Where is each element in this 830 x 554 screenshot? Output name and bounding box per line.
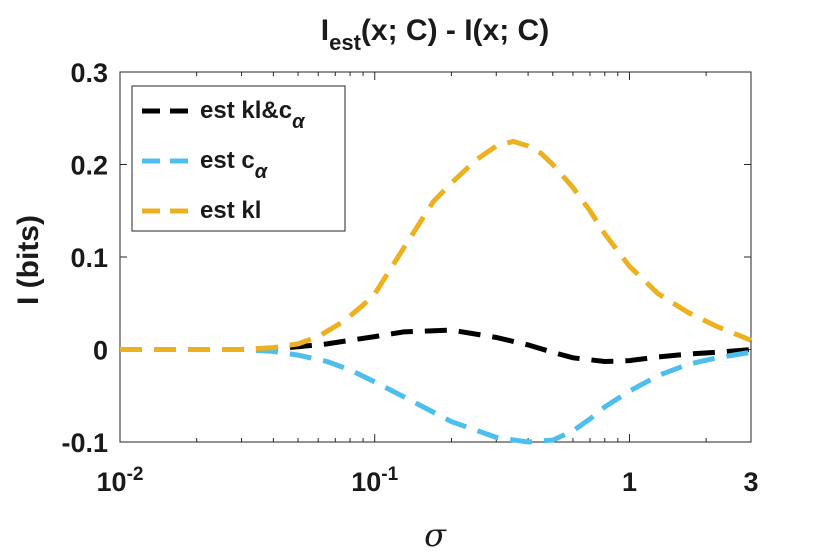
chart-title-main: I — [321, 14, 329, 47]
tick-labels: -0.100.10.20.310-2 10-1 1 3 — [61, 58, 758, 497]
y-axis-label: I (bits) — [12, 215, 45, 305]
axis-ticks — [119, 71, 752, 443]
x-tick-label: 1 — [622, 467, 637, 497]
legend-label-name: est kl&c — [200, 97, 292, 124]
x-tick-exponent: -1 — [381, 464, 398, 485]
x-tick-label: 3 — [743, 467, 758, 497]
x-tick-base: 3 — [743, 467, 758, 497]
x-tick-base: 10 — [351, 467, 381, 497]
x-minor-ticks — [196, 72, 752, 442]
chart-title-sub: est — [329, 30, 361, 55]
legend-label-name: est kl — [200, 197, 261, 224]
x-tick-exponent: -2 — [127, 464, 144, 485]
y-tick-label: 0.2 — [70, 151, 108, 181]
chart-title-rest: (x; C) - I(x; C) — [361, 14, 549, 47]
y-tick-label: 0.1 — [70, 243, 108, 273]
y-tick-label: -0.1 — [61, 428, 108, 458]
chart-title: Iest(x; C) - I(x; C) — [321, 14, 549, 55]
legend-label: est kl&cα — [200, 97, 306, 133]
x-tick-label: 10-2 — [97, 464, 144, 497]
y-tick-label: 0 — [93, 336, 108, 366]
x-tick-base: 10 — [97, 467, 127, 497]
data-lines — [120, 138, 752, 445]
x-tick-label: 10-1 — [351, 464, 398, 497]
legend-label-subscript: α — [255, 161, 269, 183]
x-axis-label: σ — [424, 516, 447, 554]
y-tick-label: 0.3 — [70, 58, 108, 88]
x-tick-base: 1 — [622, 467, 637, 497]
legend-box — [131, 85, 346, 232]
legend-label: est cα — [200, 147, 269, 183]
legend-label-subscript: α — [292, 111, 306, 133]
series-line — [120, 347, 752, 445]
series-line — [120, 138, 752, 352]
legend-label-name: est c — [200, 147, 255, 174]
legend-label: est kl — [200, 197, 261, 224]
